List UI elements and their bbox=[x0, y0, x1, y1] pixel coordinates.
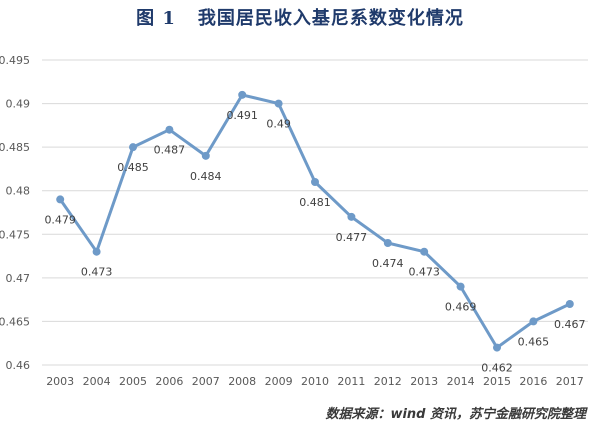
y-tick-label: 0.495 bbox=[0, 54, 30, 67]
data-point bbox=[420, 247, 429, 256]
x-tick-label: 2006 bbox=[155, 375, 183, 388]
chart-title: 图 1 我国居民收入基尼系数变化情况 bbox=[0, 4, 600, 30]
data-point bbox=[129, 143, 137, 152]
y-tick-label: 0.46 bbox=[6, 359, 31, 372]
y-tick-label: 0.47 bbox=[6, 272, 31, 285]
series-line bbox=[58, 93, 572, 350]
data-point bbox=[311, 178, 319, 186]
x-tick-label: 2014 bbox=[447, 375, 475, 388]
data-point bbox=[347, 212, 356, 221]
data-point bbox=[456, 282, 465, 291]
y-tick-label: 0.49 bbox=[6, 98, 31, 111]
y-tick-label: 0.465 bbox=[0, 315, 30, 328]
data-point bbox=[165, 125, 174, 134]
y-tick-label: 0.48 bbox=[6, 185, 31, 198]
x-tick-label: 2017 bbox=[556, 375, 584, 388]
x-tick-label: 2003 bbox=[46, 375, 74, 388]
x-tick-label: 2015 bbox=[483, 375, 511, 388]
x-tick-label: 2013 bbox=[410, 375, 438, 388]
data-point bbox=[201, 151, 210, 160]
x-tick-label: 2016 bbox=[519, 375, 547, 388]
data-label: 0.473 bbox=[408, 266, 440, 279]
data-point bbox=[56, 195, 65, 204]
data-label: 0.487 bbox=[154, 144, 186, 157]
data-label: 0.481 bbox=[299, 196, 331, 209]
data-label: 0.477 bbox=[336, 231, 368, 244]
data-label: 0.462 bbox=[481, 362, 513, 375]
source-note: 数据来源：wind 资讯，苏宁金融研究院整理 bbox=[325, 407, 586, 422]
y-tick-label: 0.485 bbox=[0, 141, 30, 154]
data-label: 0.485 bbox=[117, 161, 149, 174]
data-point bbox=[383, 239, 392, 247]
figure-label: 图 1 bbox=[136, 8, 176, 29]
x-tick-label: 2010 bbox=[301, 375, 329, 388]
data-label: 0.491 bbox=[226, 109, 258, 122]
data-label: 0.465 bbox=[518, 335, 550, 348]
data-point bbox=[493, 343, 501, 352]
data-point bbox=[92, 247, 101, 256]
x-tick-label: 2004 bbox=[83, 375, 111, 388]
data-label: 0.473 bbox=[81, 266, 113, 279]
data-point bbox=[274, 99, 283, 108]
x-tick-label: 2011 bbox=[337, 375, 365, 388]
x-tick-label: 2009 bbox=[265, 375, 293, 388]
data-label: 0.469 bbox=[445, 301, 477, 314]
data-point bbox=[565, 300, 574, 308]
x-tick-label: 2008 bbox=[228, 375, 256, 388]
data-label: 0.484 bbox=[190, 170, 222, 183]
data-label: 0.49 bbox=[266, 118, 291, 131]
data-label: 0.479 bbox=[44, 213, 76, 226]
x-tick-label: 2012 bbox=[374, 375, 402, 388]
data-point bbox=[529, 317, 538, 326]
data-label: 0.467 bbox=[554, 318, 586, 331]
figure-title: 我国居民收入基尼系数变化情况 bbox=[197, 8, 464, 29]
data-label: 0.474 bbox=[372, 257, 404, 270]
x-tick-label: 2007 bbox=[192, 375, 220, 388]
data-point bbox=[238, 90, 247, 99]
y-tick-label: 0.475 bbox=[0, 228, 30, 241]
x-tick-label: 2005 bbox=[119, 375, 147, 388]
